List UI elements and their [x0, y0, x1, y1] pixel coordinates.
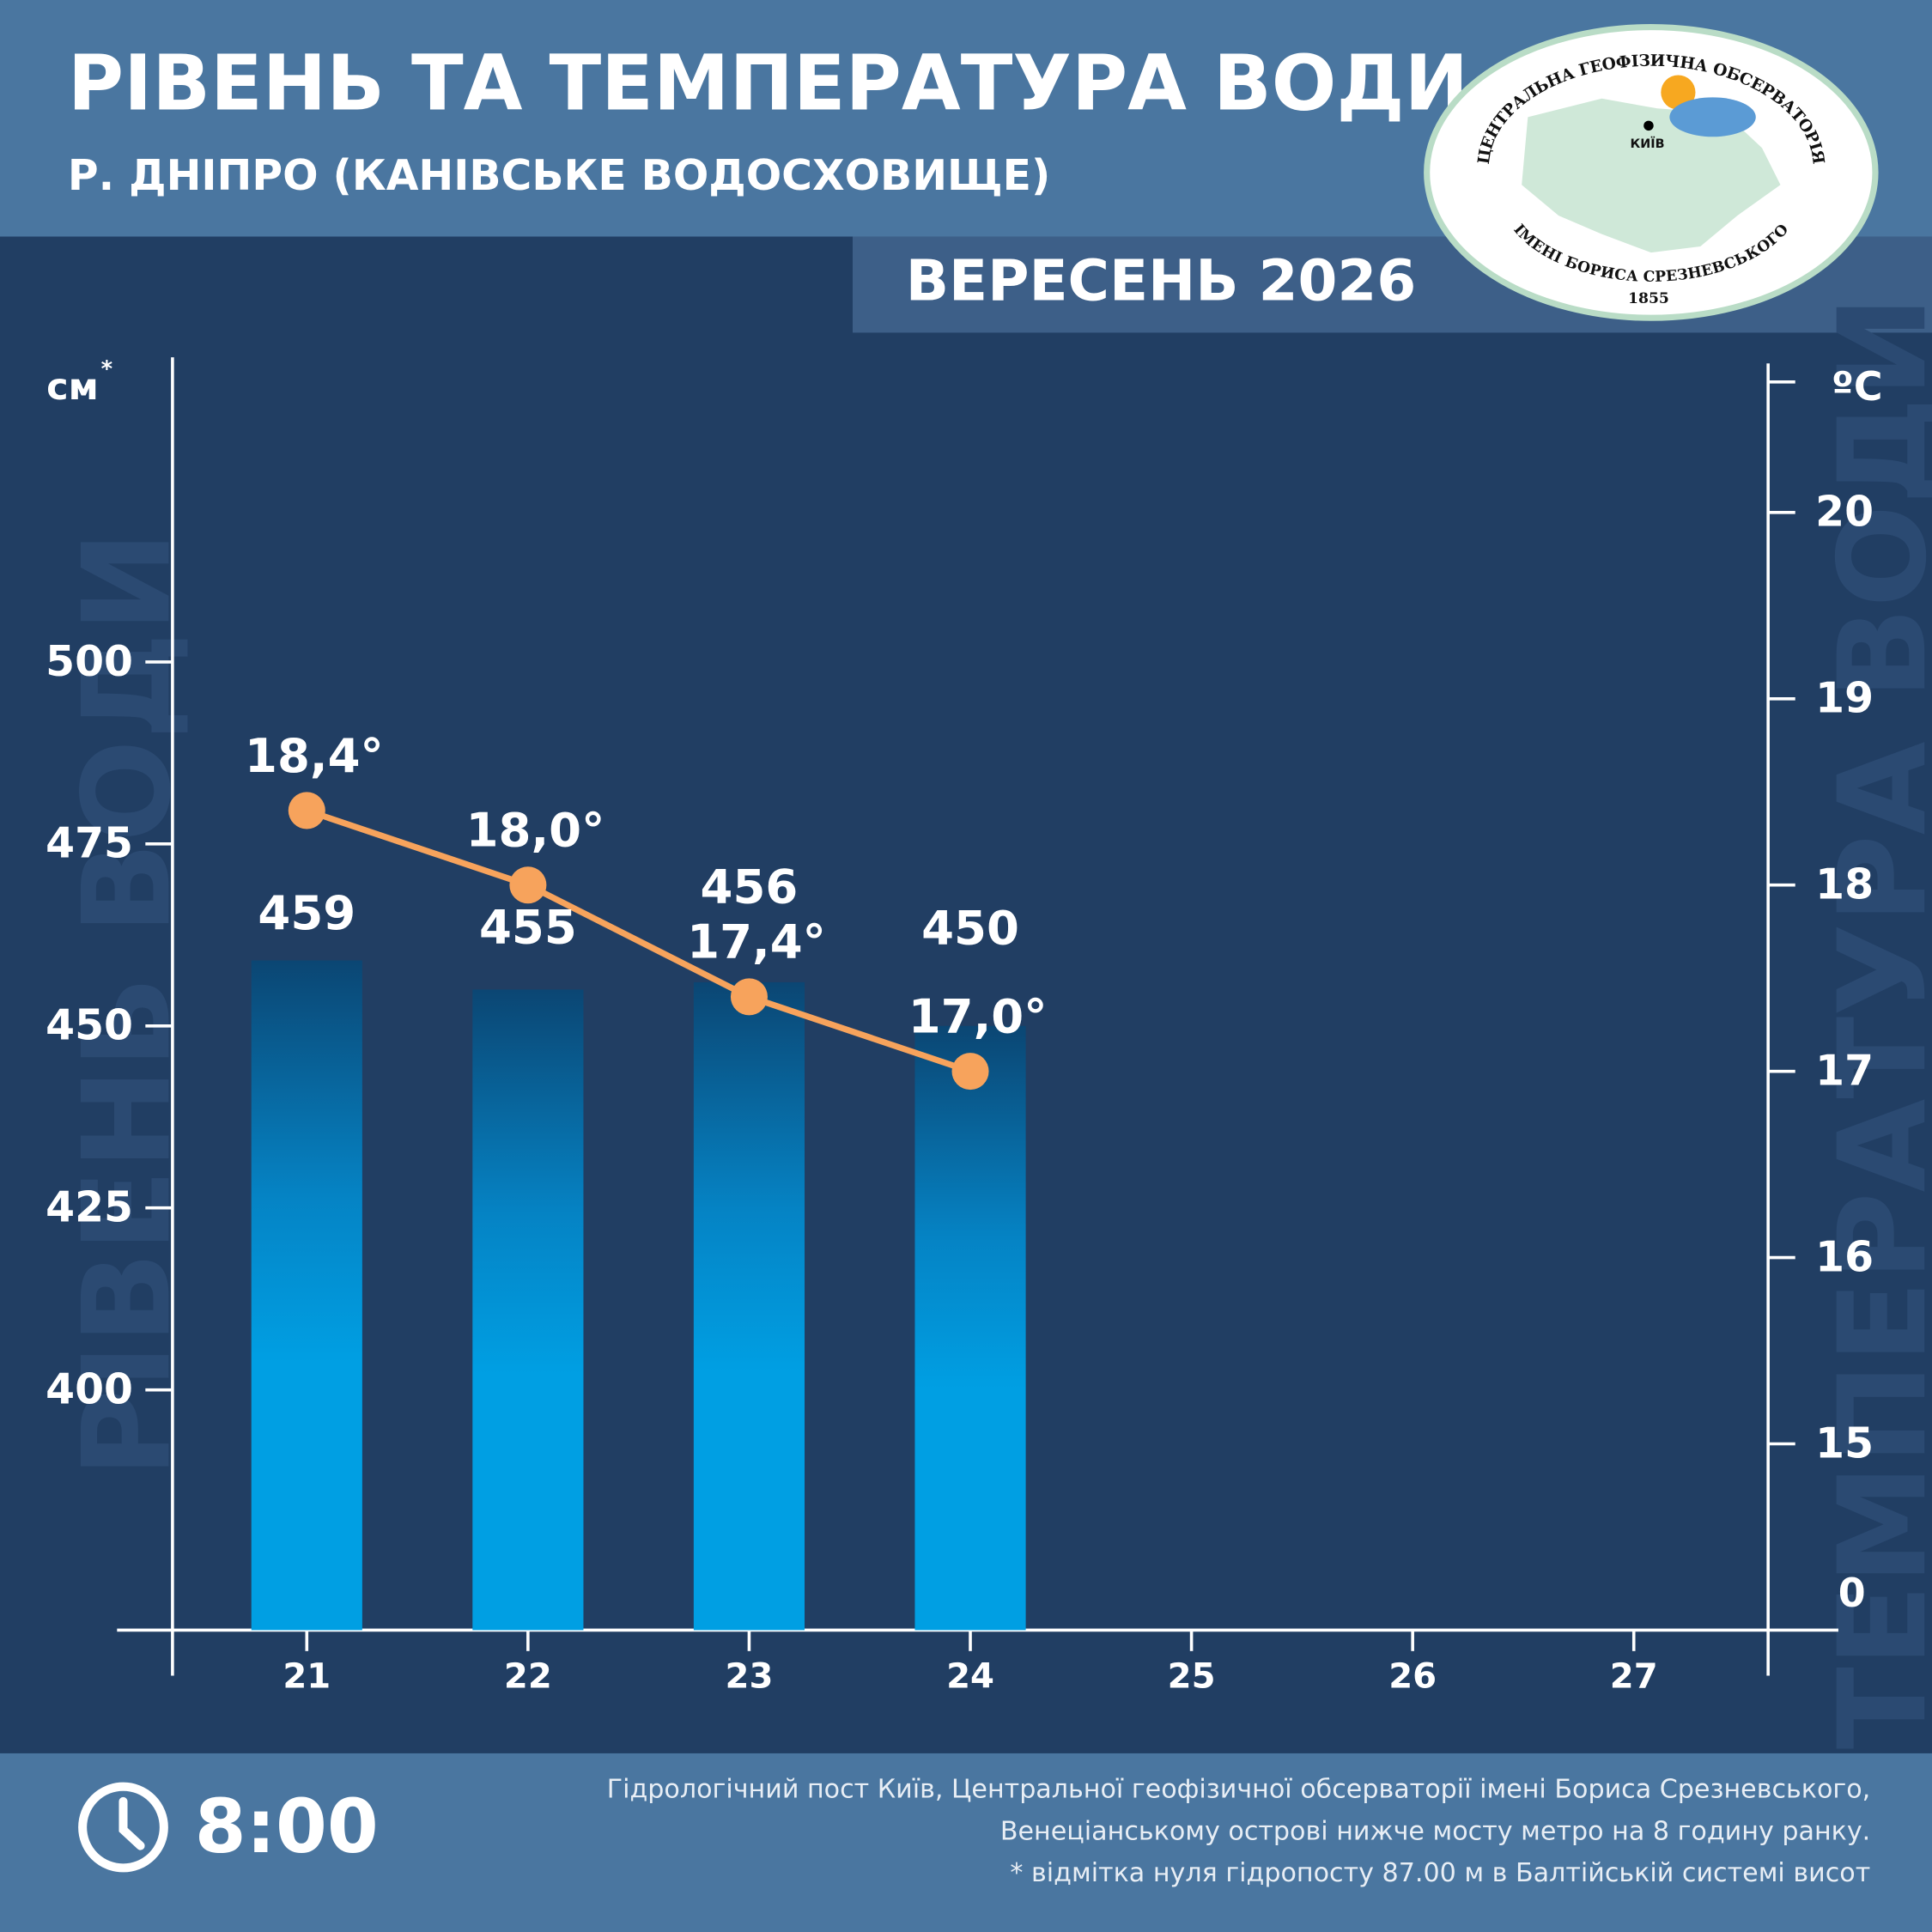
y2-tick-label: 15	[1815, 1419, 1874, 1467]
footer-note: Гідрологічний пост Київ, Центральної гео…	[607, 1774, 1871, 1804]
y-tick-label: 400	[46, 1365, 133, 1414]
x-tick-label: 21	[283, 1656, 331, 1696]
temperature-line	[306, 807, 972, 1075]
y-tick-label: 500	[46, 637, 133, 686]
temperature-point	[509, 866, 547, 904]
title: РІВЕНЬ ТА ТЕМПЕРАТУРА ВОДИ	[68, 39, 1468, 128]
temperature-point	[288, 792, 325, 829]
y2-break-label: 0	[1838, 1570, 1866, 1616]
footer-bg	[0, 1753, 1932, 1932]
x-tick-label: 25	[1168, 1656, 1216, 1696]
x-tick-label: 27	[1610, 1656, 1658, 1696]
x-tick-label: 24	[946, 1656, 994, 1696]
y2-tick-label: 19	[1815, 674, 1874, 723]
logo-cloud	[1669, 97, 1756, 137]
y-tick-label: 425	[46, 1183, 133, 1232]
logo-year: 1855	[1628, 290, 1669, 307]
x-tick-label: 22	[504, 1656, 552, 1696]
logo: ЦЕНТРАЛЬНА ГЕОФІЗИЧНА ОБСЕРВАТОРІЯ ІМЕНІ…	[1424, 23, 1879, 321]
y2-watermark: ТЕМПЕРАТУРА ВОДИ	[1813, 296, 1932, 1749]
level-label: 455	[479, 900, 577, 955]
footer-note: Венеціанському острові нижче мосту метро…	[1000, 1816, 1870, 1846]
y-unit-mark: *	[101, 356, 113, 382]
temperature-point	[951, 1053, 989, 1091]
clock-icon	[78, 1782, 168, 1873]
y2-tick-label: 20	[1815, 488, 1874, 537]
level-label: 450	[921, 900, 1019, 955]
logo-map	[1522, 98, 1781, 253]
y-watermark: РІВЕНЬ ВОДИ	[57, 531, 197, 1477]
subtitle: Р. ДНІПРО (КАНІВСЬКЕ ВОДОСХОВИЩЕ)	[68, 151, 1050, 200]
level-label: 459	[258, 885, 355, 940]
temperature-label: 17,4°	[687, 914, 826, 969]
level-label: 456	[701, 859, 799, 914]
x-tick-label: 26	[1388, 1656, 1437, 1696]
y2-tick-label: 17	[1815, 1047, 1874, 1096]
period: ВЕРЕСЕНЬ 2026	[906, 248, 1417, 314]
y2-tick-label: 18	[1815, 860, 1874, 909]
logo-dot	[1643, 120, 1654, 131]
y-tick-label: 450	[46, 1001, 133, 1050]
logo-city: КИЇВ	[1631, 137, 1665, 151]
y2-unit: ºC	[1832, 363, 1883, 410]
logo-sun	[1661, 75, 1696, 110]
y-unit: см	[46, 366, 99, 409]
temperature-label: 18,0°	[466, 803, 605, 858]
x-tick-label: 23	[726, 1656, 774, 1696]
temperature-label: 18,4°	[245, 728, 384, 783]
time: 8:00	[195, 1784, 379, 1870]
temperature-point	[730, 978, 768, 1016]
footer-note: * відмітка нуля гідропосту 87.00 м в Бал…	[1010, 1858, 1870, 1888]
temperature-label: 17,0°	[908, 989, 1048, 1044]
bar	[914, 1025, 1026, 1631]
y2-tick-label: 16	[1815, 1232, 1874, 1281]
bar	[472, 989, 584, 1631]
bar	[251, 960, 362, 1631]
bar	[693, 981, 805, 1631]
y-tick-label: 475	[46, 819, 133, 868]
